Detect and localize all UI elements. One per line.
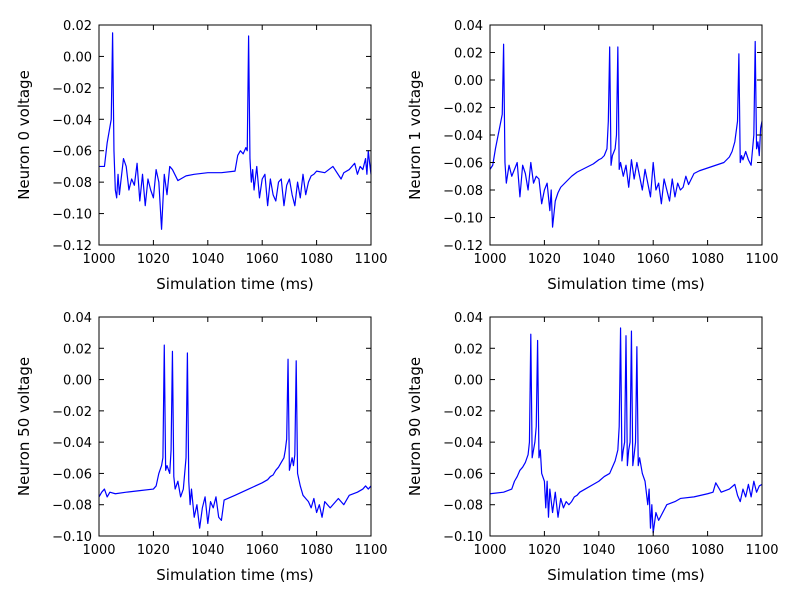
x-tick-label: 1060 [246, 252, 279, 267]
y-axis-label: Neuron 1 voltage [406, 70, 424, 200]
y-tick-label: −0.12 [443, 239, 483, 254]
x-tick-label: 1060 [637, 252, 670, 267]
x-axis-label: Simulation time (ms) [547, 275, 704, 293]
series-line [489, 40, 763, 228]
y-tick-label: −0.06 [443, 467, 483, 482]
x-axis-label: Simulation time (ms) [156, 566, 313, 584]
y-tick-label: 0.02 [63, 19, 92, 34]
x-tick-label: 1080 [300, 543, 333, 558]
y-tick-label: −0.08 [52, 499, 92, 514]
axes-frame [489, 316, 763, 537]
subplot-0: 1000 1020 1040 1060 1080 1100 −0.12 −0.10 −0.08 −… [15, 19, 388, 293]
x-tick-label: 1040 [191, 543, 224, 558]
y-tick-label: −0.04 [443, 436, 483, 451]
x-tick-label: 1000 [473, 252, 506, 267]
y-tick-label: −0.06 [52, 145, 92, 160]
y-tick-label: 0.02 [63, 342, 92, 357]
x-tick-label: 1060 [637, 543, 670, 558]
y-axis-label: Neuron 90 voltage [406, 357, 424, 496]
y-tick-label: −0.02 [52, 405, 92, 420]
y-tick-label: 0.02 [454, 342, 483, 357]
x-tick-label: 1020 [137, 252, 170, 267]
subplot-1: 1000 1020 1040 1060 1080 1100 −0.12 −0.10 −0.08 −… [406, 19, 779, 293]
series-line [489, 327, 763, 534]
x-tick-label: 1000 [473, 543, 506, 558]
axes-frame [98, 24, 372, 246]
x-tick-label: 1040 [191, 252, 224, 267]
x-axis-label: Simulation time (ms) [156, 275, 313, 293]
x-tick-label: 1060 [246, 543, 279, 558]
x-tick-label: 1080 [691, 252, 724, 267]
y-tick-label: −0.06 [52, 467, 92, 482]
x-tick-label: 1100 [745, 543, 778, 558]
y-tick-label: 0.00 [454, 374, 483, 389]
subplot-3: 1000 1020 1040 1060 1080 1100 −0.10 −0.08 −0.06 −… [406, 311, 779, 584]
y-tick-label: −0.08 [443, 184, 483, 199]
y-tick-label: 0.04 [454, 311, 483, 326]
x-tick-label: 1100 [745, 252, 778, 267]
axes-frame [489, 24, 763, 246]
y-tick-label: 0.04 [454, 19, 483, 34]
x-tick-label: 1020 [137, 543, 170, 558]
y-tick-label: −0.04 [52, 436, 92, 451]
x-axis-label: Simulation time (ms) [547, 566, 704, 584]
x-tick-label: 1100 [354, 252, 387, 267]
x-tick-label: 1020 [528, 543, 561, 558]
x-tick-label: 1080 [300, 252, 333, 267]
x-tick-label: 1000 [82, 252, 115, 267]
y-tick-label: 0.04 [63, 311, 92, 326]
series-line [99, 32, 372, 230]
y-tick-label: −0.06 [443, 157, 483, 172]
x-tick-label: 1040 [582, 252, 615, 267]
y-tick-label: −0.02 [52, 82, 92, 97]
y-tick-label: 0.00 [454, 74, 483, 89]
axes-frame [98, 316, 372, 537]
y-tick-label: −0.04 [443, 129, 483, 144]
subplot-2: 1000 1020 1040 1060 1080 1100 −0.10 −0.08 −0.06 −… [15, 311, 388, 584]
x-tick-label: 1000 [82, 543, 115, 558]
x-tick-label: 1100 [354, 543, 387, 558]
series-line [98, 344, 372, 529]
y-tick-label: −0.10 [52, 208, 92, 223]
y-tick-label: −0.08 [52, 176, 92, 191]
y-tick-label: 0.02 [454, 47, 483, 62]
y-tick-label: 0.00 [63, 374, 92, 389]
y-tick-label: −0.10 [443, 212, 483, 227]
y-tick-label: −0.04 [52, 113, 92, 128]
x-tick-label: 1040 [582, 543, 615, 558]
y-tick-label: −0.12 [52, 239, 92, 254]
y-tick-label: 0.00 [63, 50, 92, 65]
y-tick-label: −0.10 [52, 530, 92, 545]
y-axis-label: Neuron 0 voltage [15, 70, 33, 200]
y-tick-label: −0.02 [443, 102, 483, 117]
y-axis-label: Neuron 50 voltage [15, 357, 33, 496]
y-tick-label: −0.10 [443, 530, 483, 545]
x-tick-label: 1020 [528, 252, 561, 267]
x-tick-label: 1080 [691, 543, 724, 558]
y-tick-label: −0.08 [443, 499, 483, 514]
y-tick-label: −0.02 [443, 405, 483, 420]
